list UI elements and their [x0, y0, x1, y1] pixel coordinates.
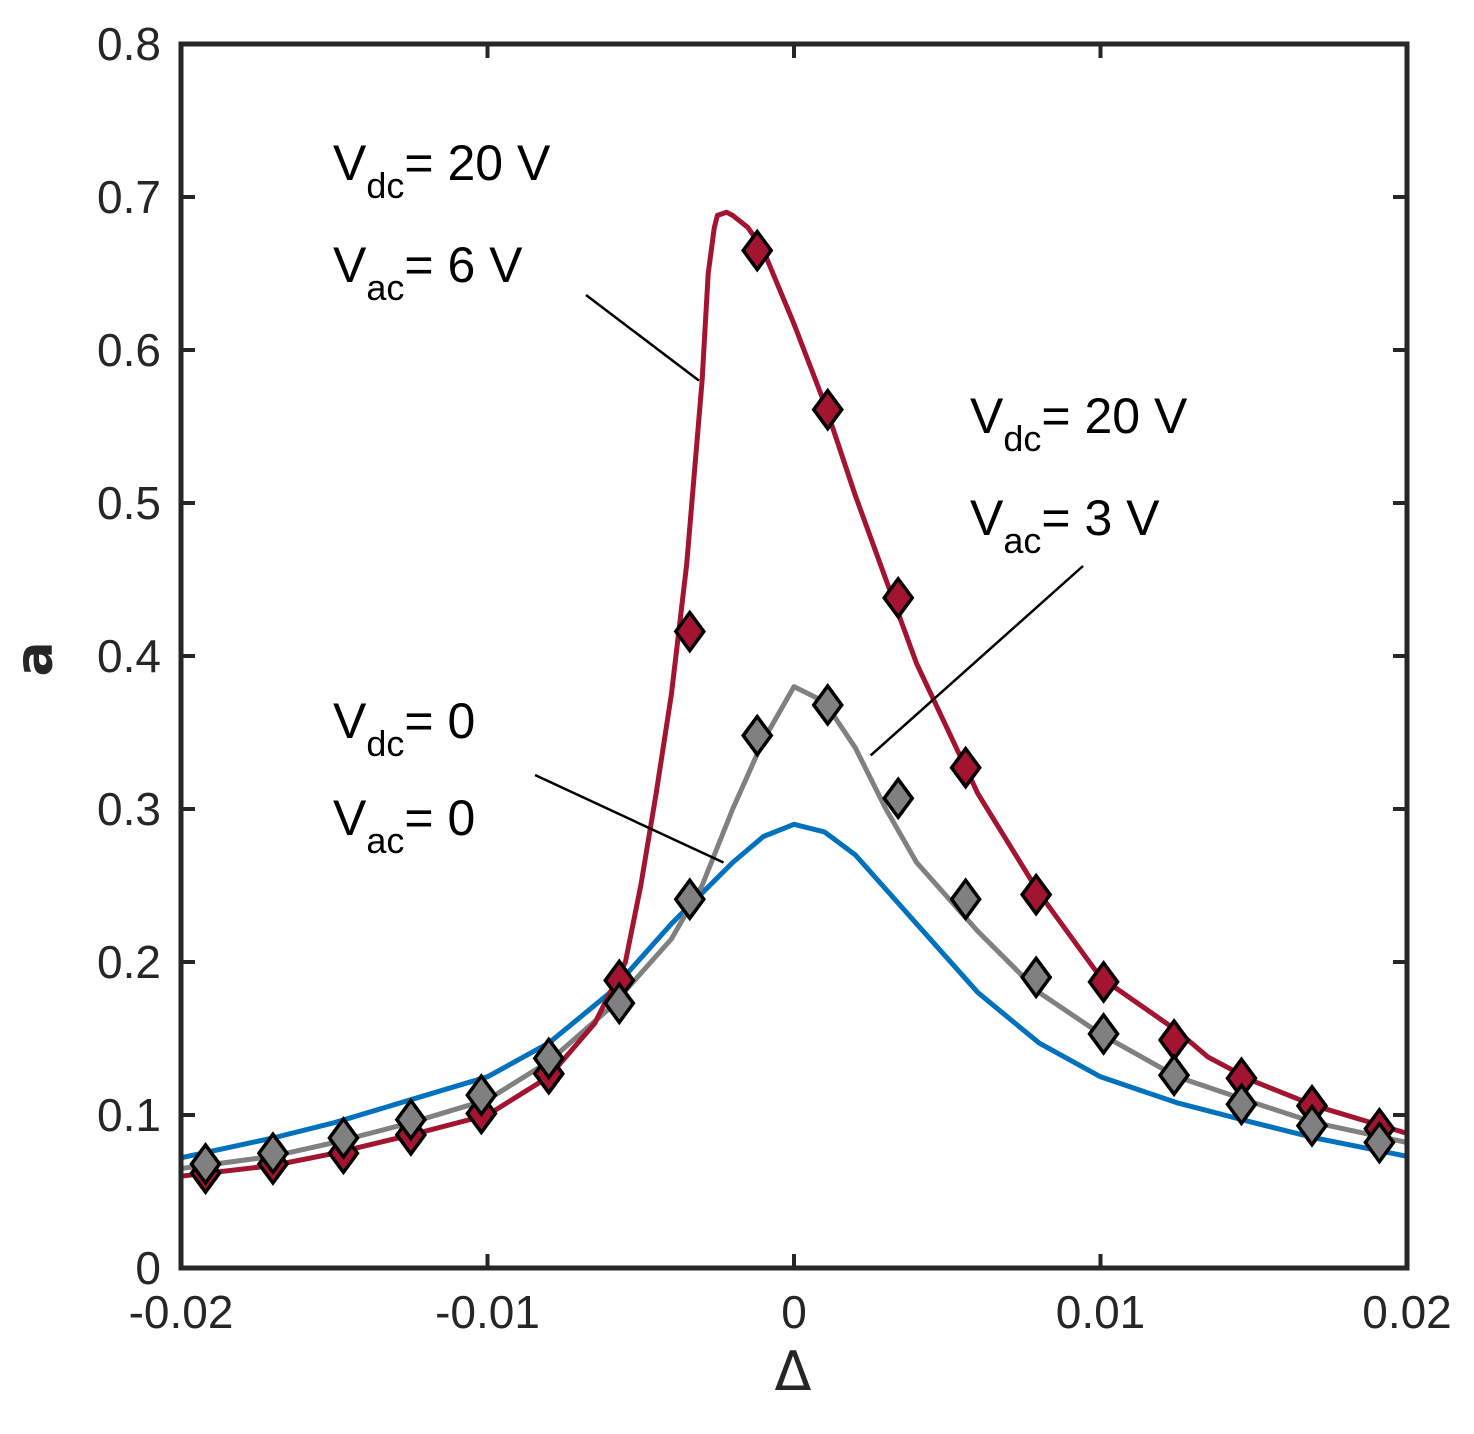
y-tick-label: 0.6	[97, 324, 161, 376]
series-1-marker	[327, 1115, 360, 1160]
series-2-marker	[949, 745, 982, 790]
y-tick-label: 0.5	[97, 477, 161, 529]
series-1-marker	[811, 683, 844, 727]
pointer-layer	[534, 294, 1084, 864]
series-1-marker	[465, 1073, 498, 1118]
series-1-marker	[673, 877, 706, 922]
annotation-dc20-ac6: Vdc= 20 V Vac= 6 V	[333, 135, 551, 308]
series-2-marker	[673, 609, 706, 654]
annotation-line-vdc: Vdc= 20 V	[970, 388, 1188, 459]
x-tick-label: 0.01	[1056, 1286, 1146, 1338]
series-1-marker	[741, 713, 774, 758]
series-1-marker	[1363, 1120, 1396, 1165]
y-tick-label: 0.2	[97, 936, 161, 988]
series-2-marker	[1087, 959, 1120, 1004]
series-2-marker	[741, 228, 774, 273]
series-1-marker	[949, 877, 982, 922]
series-1-marker	[603, 981, 636, 1026]
y-tick-label: 0.8	[97, 18, 161, 70]
series-1-marker	[1019, 955, 1053, 1000]
annotation-pointer-0	[534, 773, 725, 864]
series-1-marker	[189, 1142, 222, 1186]
y-tick-label: 0.3	[97, 783, 161, 835]
annotation-pointer-2	[585, 294, 700, 382]
series-2-marker	[811, 387, 844, 432]
series-2-marker	[882, 575, 915, 620]
annotation-dc20-ac3: Vdc= 20 V Vac= 3 V	[970, 388, 1188, 561]
x-tick-label: -0.01	[435, 1286, 540, 1338]
series-1-marker	[1295, 1103, 1329, 1148]
annotation-line-vac: Vac= 0	[333, 790, 475, 861]
y-tick-label: 0	[135, 1242, 161, 1294]
y-tick-label: 0.4	[97, 630, 161, 682]
tick-layer: -0.02 -0.01 0 0.01 0.02 0 0.1 0.2 0.3 0.4 0.5 0.6 0.…	[97, 18, 1452, 1338]
series-1-marker	[532, 1036, 565, 1081]
annotation-line-vac: Vac= 3 V	[970, 490, 1160, 561]
x-tick-label: 0.02	[1362, 1286, 1452, 1338]
annotation-line-vdc: Vdc= 0	[333, 693, 475, 764]
series-1-marker	[1087, 1011, 1120, 1056]
y-tick-label: 0.1	[97, 1089, 161, 1141]
series-line-1	[180, 684, 1408, 1171]
series-2-marker	[1019, 872, 1053, 917]
y-tick-label: 0.7	[97, 171, 161, 223]
series-1-marker	[256, 1131, 290, 1176]
series-layer	[180, 209, 1408, 1196]
x-axis-title: Δ	[775, 1340, 812, 1403]
x-tick-label: 0	[781, 1286, 807, 1338]
annotation-line-vdc: Vdc= 20 V	[333, 135, 551, 206]
annotation-pointer-1	[869, 565, 1084, 757]
series-1-marker	[1157, 1053, 1191, 1098]
series-1-marker	[882, 776, 915, 821]
series-1-marker	[394, 1097, 428, 1142]
annotation-dc0: Vdc= 0 Vac= 0	[333, 693, 475, 861]
annotation-line-vac: Vac= 6 V	[333, 237, 523, 308]
series-1-marker	[1225, 1082, 1258, 1127]
y-axis-title: a	[5, 641, 65, 676]
x-tick-label: -0.02	[129, 1286, 234, 1338]
series-line-0	[180, 821, 1408, 1161]
